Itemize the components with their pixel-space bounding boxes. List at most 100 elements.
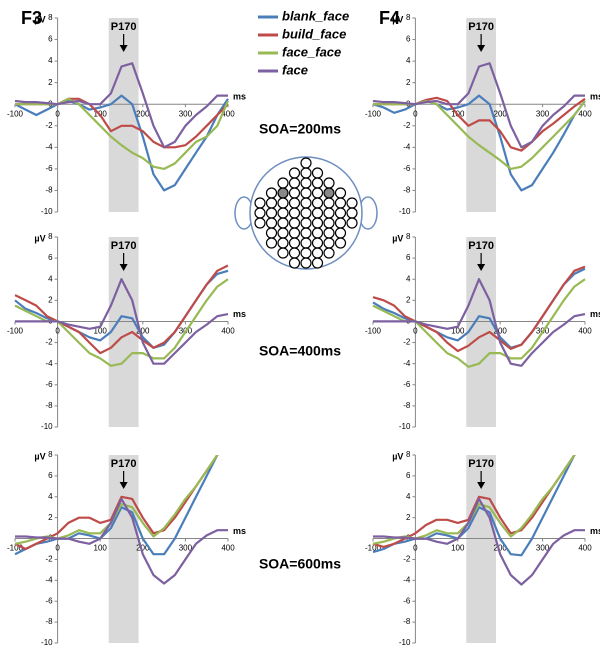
y-tick-label: 2 [48, 513, 53, 522]
x-tick-label: 0 [413, 327, 418, 336]
electrode [311, 257, 324, 269]
electrode [288, 177, 301, 189]
series-line [372, 455, 576, 557]
x-axis-label: ms [233, 92, 246, 102]
y-tick-label: 8 [406, 232, 411, 241]
series-line [15, 278, 229, 365]
electrode [311, 207, 324, 219]
x-tick-label: 100 [94, 544, 108, 553]
y-tick-label: -4 [403, 575, 411, 584]
annotation-arrowhead [477, 264, 486, 271]
y-tick-label: -2 [403, 555, 411, 564]
electrode [254, 217, 266, 229]
panel-title: F3 [21, 8, 42, 28]
electrode [311, 197, 324, 209]
electrode [311, 167, 324, 179]
x-tick-label: 200 [494, 109, 508, 118]
electrode [311, 247, 324, 259]
x-tick-label: 400 [578, 109, 592, 118]
x-tick-label: 400 [221, 544, 235, 553]
panel: 86420-2-4-6-8-10-1000100200300400msµVF4P… [365, 8, 600, 216]
y-tick-label: 8 [48, 450, 53, 459]
electrode [311, 237, 324, 249]
y-tick-label: -2 [45, 338, 53, 347]
electrode [334, 227, 347, 239]
electrode [277, 197, 289, 209]
x-axis-label: ms [233, 309, 246, 319]
y-tick-label: -10 [399, 207, 411, 216]
series-line [373, 497, 585, 586]
electrode [334, 237, 347, 249]
electrode [334, 217, 347, 229]
electrode [288, 167, 301, 179]
electrode [300, 187, 312, 199]
x-tick-label: 0 [55, 327, 60, 336]
electrode [277, 217, 289, 229]
electrode [300, 227, 312, 239]
electrode [323, 187, 335, 199]
electrode [288, 247, 301, 259]
electrode-map [234, 156, 378, 270]
electrode [254, 197, 266, 209]
electrode [323, 207, 335, 219]
electrode [300, 207, 312, 219]
electrode [265, 227, 278, 239]
y-tick-label: 2 [48, 295, 53, 304]
electrode [277, 207, 289, 219]
y-tick-label: 6 [48, 253, 53, 262]
electrode [311, 177, 324, 189]
y-tick-label: -10 [41, 207, 53, 216]
x-tick-label: -100 [7, 327, 24, 336]
x-tick-label: 200 [494, 327, 508, 336]
annotation-arrowhead [119, 482, 128, 489]
electrode [300, 237, 312, 249]
electrode [277, 237, 289, 249]
legend-label: face_face [282, 44, 341, 59]
y-axis-label: µV [392, 233, 403, 243]
y-tick-label: 6 [406, 253, 411, 262]
y-tick-label: 8 [48, 13, 53, 22]
y-axis-label: µV [34, 451, 45, 461]
electrode [300, 157, 312, 169]
electrode [323, 177, 335, 189]
electrode [323, 247, 335, 259]
y-tick-label: 4 [48, 492, 53, 501]
electrode [323, 197, 335, 209]
series-line [14, 94, 229, 192]
x-tick-label: 0 [55, 544, 60, 553]
y-axis-label: µV [392, 451, 403, 461]
soa-label: SOA=200ms [259, 121, 341, 137]
y-tick-label: -6 [403, 380, 411, 389]
x-tick-label: 200 [136, 544, 150, 553]
series-line [14, 455, 219, 556]
electrode [300, 167, 312, 179]
y-tick-label: 8 [48, 232, 53, 241]
x-tick-label: 100 [451, 544, 465, 553]
y-tick-label: 4 [406, 56, 411, 65]
series-line [14, 62, 228, 149]
electrode [323, 217, 335, 229]
x-tick-label: -100 [365, 109, 382, 118]
y-tick-label: 4 [48, 274, 53, 283]
annotation: P170 [111, 240, 137, 252]
electrode [300, 217, 312, 229]
electrode [288, 257, 301, 269]
y-tick-label: 2 [406, 78, 411, 87]
annotation-arrowhead [477, 482, 486, 489]
y-axis-label: µV [34, 233, 45, 243]
electrode [265, 217, 278, 229]
y-tick-label: -4 [403, 142, 411, 151]
electrode [288, 207, 301, 219]
y-tick-label: 4 [406, 492, 411, 501]
y-tick-label: 6 [48, 471, 53, 480]
x-tick-label: 200 [136, 327, 150, 336]
x-tick-label: 400 [221, 327, 235, 336]
x-tick-label: 400 [578, 327, 592, 336]
y-tick-label: -4 [45, 359, 53, 368]
electrode [311, 227, 324, 239]
y-tick-label: 4 [48, 56, 53, 65]
electrode [265, 197, 278, 209]
y-tick-label: -8 [403, 401, 411, 410]
